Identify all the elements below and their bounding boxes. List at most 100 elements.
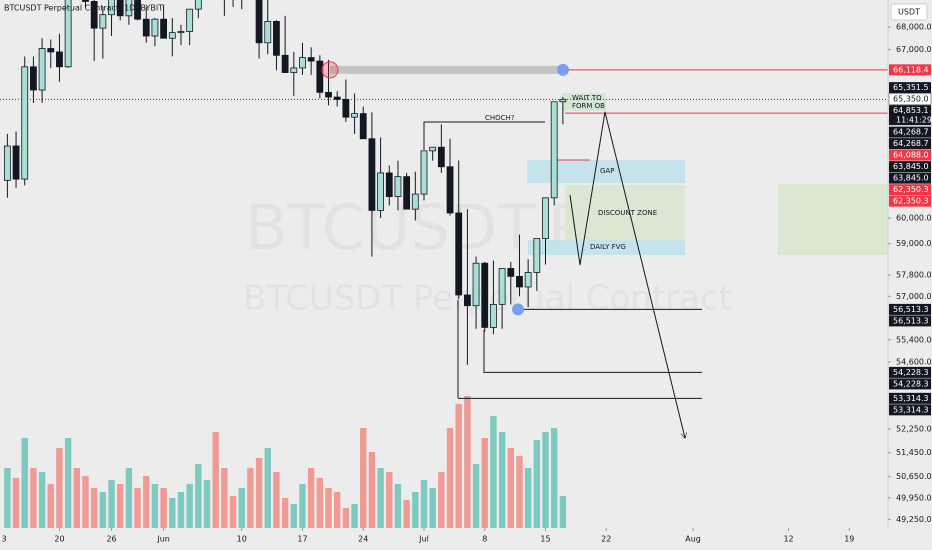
candle-body: [455, 212, 463, 296]
candle-body: [481, 262, 489, 328]
price-tag: [889, 404, 931, 416]
annotation: DAILY FVG: [590, 243, 626, 251]
volume-bar: [412, 492, 419, 528]
volume-bar: [134, 488, 141, 528]
y-tick-label: 57,000.0: [896, 292, 932, 301]
volume-bar: [325, 488, 332, 528]
zone: [562, 93, 606, 111]
price-tag-label: 65,350.0: [893, 95, 929, 104]
volume-bar: [186, 484, 193, 528]
volume-bar: [307, 468, 315, 528]
x-tick-label: Jul: [418, 535, 429, 544]
volume-bar: [542, 432, 549, 528]
volume-bar: [351, 504, 358, 528]
candle-body: [186, 8, 194, 32]
price-tag-label: 63,845.0: [893, 162, 929, 171]
currency-box[interactable]: [890, 3, 928, 21]
y-tick-label: 51,450.0: [896, 448, 932, 457]
annotation: WAIT TO: [572, 94, 602, 102]
candle-body: [255, 0, 263, 44]
price-tag-label: 66,118.4: [893, 65, 929, 74]
candle-body: [351, 113, 358, 118]
x-tick-label: 8: [482, 535, 487, 544]
zone: [528, 240, 685, 255]
volume-bar: [169, 498, 176, 528]
candle-body: [160, 18, 168, 39]
volume-bar: [160, 488, 167, 528]
volume-bar: [125, 468, 133, 528]
candle-body: [420, 150, 428, 195]
volume-bar: [455, 404, 462, 528]
volume-bar: [316, 478, 324, 528]
volume-bar: [108, 480, 115, 528]
candle-body: [307, 57, 315, 62]
candle-body: [108, 0, 115, 16]
volume-bar: [273, 472, 280, 528]
volume-bar: [507, 448, 514, 528]
x-tick-label: 19: [844, 535, 854, 544]
volume-bar: [524, 468, 532, 528]
y-tick-label: 59,000.0: [896, 239, 932, 248]
candle-body: [116, 0, 124, 17]
candle-body: [385, 172, 393, 197]
volume-bar: [498, 432, 506, 528]
marker-high: [557, 63, 569, 76]
candle-body: [142, 18, 150, 37]
price-tag: [889, 315, 931, 327]
x-tick-label: 15: [540, 535, 550, 544]
annotation: DISCOUNT ZONE: [598, 209, 657, 217]
price-tag-label: 53,314.3: [893, 394, 929, 403]
candle-body: [507, 268, 515, 277]
x-tick-label: 3: [1, 535, 6, 544]
candle-body: [498, 268, 506, 305]
x-tick-label: 22: [601, 535, 611, 544]
price-tag: [889, 161, 931, 173]
zone: [527, 160, 685, 183]
candle-body: [12, 145, 20, 180]
volume-bar: [64, 438, 72, 528]
volume-bar: [420, 480, 428, 528]
plot: [0, 0, 888, 528]
candle-body: [377, 172, 384, 211]
candle-body: [134, 0, 141, 20]
candle-body: [99, 14, 107, 29]
volume-bar: [82, 476, 89, 528]
volume-bar: [177, 492, 185, 528]
volume-bar: [550, 428, 558, 528]
price-tag: [889, 172, 931, 184]
volume-bar: [221, 468, 228, 528]
price-tag-label: 62,350.3: [893, 185, 929, 194]
volume-bar: [4, 468, 11, 528]
x-tick-label: Jun: [156, 535, 170, 544]
x-tick-label: 26: [106, 535, 116, 544]
volume-bar: [403, 500, 410, 528]
candle-body: [403, 176, 411, 210]
volume-bar: [238, 488, 245, 528]
candle-body: [559, 98, 567, 103]
candle-body: [56, 51, 63, 68]
price-tag: [889, 138, 931, 150]
price-tag: [889, 195, 931, 207]
countdown: 11:41:29: [896, 116, 932, 125]
price-tag-label: 63,845.0: [893, 174, 929, 183]
price-tag-label: 53,314.3: [893, 405, 929, 414]
volume-bar: [281, 498, 289, 528]
price-tag: [888, 93, 932, 106]
candle-body: [273, 21, 280, 56]
x-tick-label: 24: [358, 535, 368, 544]
volume-bar: [90, 488, 98, 528]
y-tick-label: 68,000.0: [896, 23, 932, 32]
price-tag: [889, 303, 931, 315]
candle-body: [3, 145, 11, 181]
volume-bar: [299, 484, 306, 528]
volume-bar: [464, 396, 471, 528]
candle-body: [524, 272, 532, 288]
volume-bar: [12, 478, 20, 528]
price-tag: [889, 64, 931, 76]
y-tick-label: 57,800.0: [896, 271, 932, 280]
volume-bar: [429, 488, 436, 528]
candle-body: [446, 166, 454, 214]
volume-bar: [117, 484, 124, 528]
volume-bar: [386, 472, 393, 528]
